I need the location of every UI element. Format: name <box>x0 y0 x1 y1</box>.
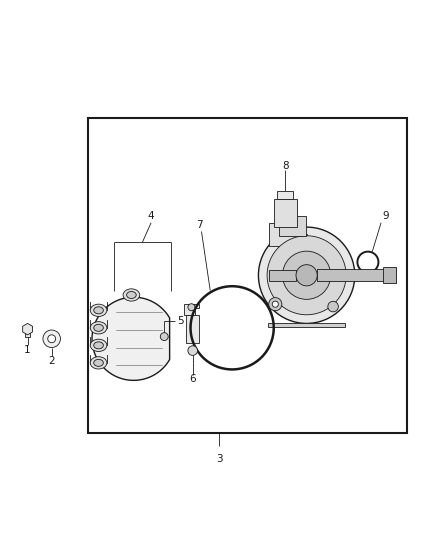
Circle shape <box>283 251 331 300</box>
Circle shape <box>272 301 278 307</box>
Ellipse shape <box>123 289 140 301</box>
Polygon shape <box>383 268 396 283</box>
Polygon shape <box>23 324 32 335</box>
Polygon shape <box>317 269 385 281</box>
Text: 4: 4 <box>148 211 155 221</box>
Ellipse shape <box>94 307 103 314</box>
Text: 8: 8 <box>282 161 289 171</box>
Ellipse shape <box>94 359 103 366</box>
Polygon shape <box>279 216 306 236</box>
Circle shape <box>296 265 317 286</box>
Circle shape <box>328 301 338 312</box>
Polygon shape <box>269 270 296 280</box>
Ellipse shape <box>127 292 136 298</box>
Circle shape <box>268 297 282 311</box>
Circle shape <box>43 330 60 348</box>
Ellipse shape <box>90 339 107 351</box>
Polygon shape <box>184 304 199 314</box>
Circle shape <box>188 346 198 356</box>
Polygon shape <box>277 191 293 199</box>
Ellipse shape <box>90 357 107 369</box>
Ellipse shape <box>90 322 107 334</box>
Text: 2: 2 <box>48 356 55 366</box>
Text: 7: 7 <box>196 220 203 230</box>
Text: 5: 5 <box>177 316 184 326</box>
Text: 9: 9 <box>382 211 389 221</box>
Ellipse shape <box>90 304 107 317</box>
Polygon shape <box>274 199 297 227</box>
Polygon shape <box>92 297 170 381</box>
Text: 3: 3 <box>215 454 223 464</box>
Circle shape <box>258 227 355 324</box>
Polygon shape <box>186 314 199 343</box>
Ellipse shape <box>94 342 103 349</box>
Circle shape <box>267 236 346 315</box>
Text: 1: 1 <box>24 345 31 355</box>
Ellipse shape <box>94 324 103 332</box>
Polygon shape <box>269 223 307 246</box>
Polygon shape <box>268 324 345 327</box>
Bar <box>88 118 407 433</box>
Circle shape <box>160 333 168 341</box>
Circle shape <box>48 335 56 343</box>
Polygon shape <box>25 329 30 336</box>
Text: 6: 6 <box>189 374 196 384</box>
Circle shape <box>188 304 195 311</box>
